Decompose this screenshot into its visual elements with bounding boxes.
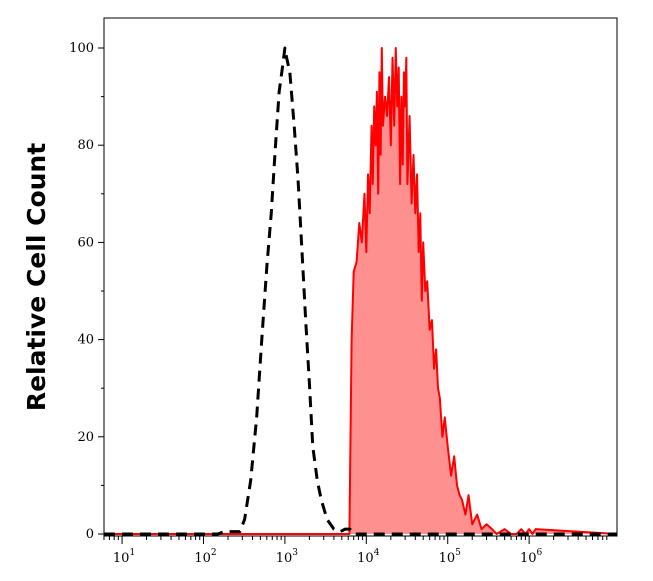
y-tick-label: 60: [77, 235, 94, 250]
x-tick-label: 104: [357, 548, 380, 566]
y-tick-label: 40: [77, 333, 94, 348]
series-line-1: [104, 46, 617, 536]
x-tick-label: 101: [113, 548, 135, 566]
x-tick-label: 106: [520, 548, 543, 566]
y-tick-label: 0: [86, 527, 94, 542]
tick-layer: 101 102 103 104 105 106 0 20 40 60 80 100: [69, 41, 608, 566]
y-tick-label: 20: [77, 430, 94, 445]
y-tick-label: 80: [77, 138, 94, 153]
y-tick-label: 100: [69, 41, 94, 56]
x-tick-label: 105: [439, 548, 462, 566]
y-axis-label: Relative Cell Count: [22, 143, 51, 411]
series-fill-0: [104, 48, 617, 534]
x-tick-label: 102: [194, 548, 216, 566]
x-tick-label: 103: [276, 548, 299, 566]
series-line-0: [104, 47, 618, 535]
series-layer: [104, 46, 618, 536]
